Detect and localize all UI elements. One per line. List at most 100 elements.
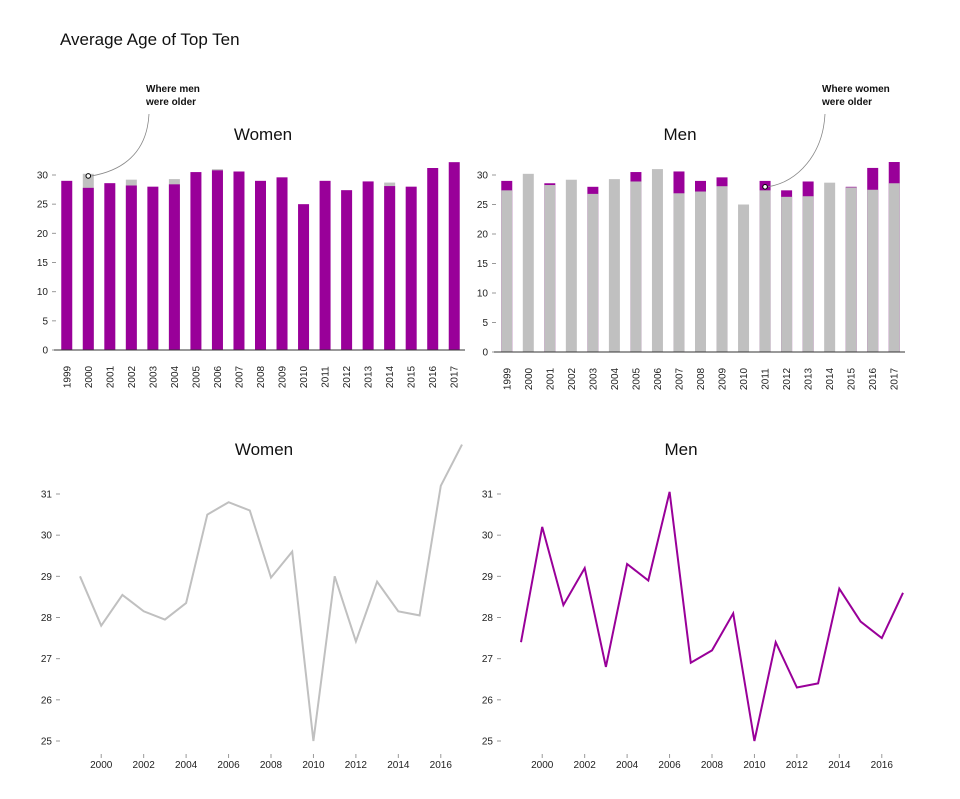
men-bar-xtick-label: 2012	[782, 367, 793, 390]
women-bar-xtick-label: 2016	[428, 365, 439, 388]
men-line-ytick-label: 28	[482, 613, 494, 624]
men-bar-ytick-label: 0	[482, 348, 488, 359]
women-bar-women	[255, 180, 266, 350]
women-line-ytick-label: 26	[41, 695, 53, 706]
men-line-xtick-label: 2014	[828, 760, 851, 771]
women-bar-title: Women	[234, 125, 292, 144]
men-bar-xtick-label: 2015	[847, 367, 858, 390]
women-line-ytick-label: 30	[41, 531, 53, 542]
men-annotation-line1: Where women	[822, 84, 890, 95]
women-bar-ytick-label: 10	[37, 287, 49, 298]
women-bar-xtick-label: 2017	[450, 365, 461, 388]
women-bar-women	[384, 186, 396, 350]
men-bar-xtick-label: 2014	[825, 367, 836, 390]
women-line-ytick-label: 31	[41, 490, 53, 501]
men-annotation-line2: were older	[821, 97, 872, 108]
women-bar-xtick-label: 1999	[62, 365, 73, 388]
women-bar-ytick-label: 15	[37, 258, 49, 269]
women-line-xtick-label: 2012	[345, 760, 368, 771]
men-bar-men	[673, 193, 685, 352]
men-bar-xtick-label: 2001	[545, 367, 556, 390]
women-bar-ytick-label: 25	[37, 200, 49, 211]
women-annotation-line2: were older	[145, 97, 196, 108]
women-line-series	[79, 444, 463, 742]
men-line-ytick-label: 26	[482, 695, 494, 706]
women-line-ytick-label: 29	[41, 572, 53, 583]
men-bar-xtick-label: 2005	[631, 367, 642, 390]
women-bar-xtick-label: 2006	[213, 365, 224, 388]
women-bar-women	[362, 181, 374, 350]
men-line-xtick-label: 2000	[531, 760, 554, 771]
women-bar-women	[341, 190, 353, 350]
women-line-xtick-label: 2006	[217, 760, 240, 771]
men-bar-men	[651, 169, 663, 352]
men-bar-men	[802, 196, 814, 352]
women-line-xtick-label: 2008	[260, 760, 283, 771]
men-bar-ytick-label: 20	[477, 230, 489, 241]
women-bar-women	[427, 168, 439, 350]
women-bar-women	[298, 204, 310, 350]
women-bar-women	[211, 170, 223, 350]
women-bar-xtick-label: 2002	[127, 365, 138, 388]
women-bar-ytick-label: 30	[37, 171, 49, 182]
women-bar-xtick-label: 2015	[407, 365, 418, 388]
women-bar-women	[405, 186, 417, 350]
women-bar-xtick-label: 2004	[170, 365, 181, 388]
men-bar-men	[587, 193, 599, 352]
women-bar-xtick-label: 2007	[234, 365, 245, 388]
men-bar-xtick-label: 2011	[761, 368, 772, 390]
page-title: Average Age of Top Ten	[60, 30, 240, 49]
women-bar-xtick-label: 2011	[321, 366, 332, 388]
men-line-title: Men	[664, 440, 697, 459]
women-line-ytick-label: 25	[41, 737, 53, 748]
women-line-xtick-label: 2002	[133, 760, 156, 771]
women-bar-women	[125, 185, 137, 350]
men-line-ytick-label: 27	[482, 654, 494, 665]
men-bar-xtick-label: 2009	[718, 367, 729, 390]
women-bar-ytick-label: 0	[42, 346, 48, 357]
men-line-xtick-label: 2012	[786, 760, 809, 771]
men-bar-xtick-label: 2017	[890, 367, 901, 390]
men-line-xtick-label: 2010	[743, 760, 766, 771]
men-line-ytick-label: 31	[482, 490, 494, 501]
men-bar-men	[565, 179, 577, 352]
women-bar-xtick-label: 2009	[278, 365, 289, 388]
men-line-xtick-label: 2006	[658, 760, 681, 771]
men-bar-men	[759, 190, 771, 352]
women-bar-xtick-label: 2000	[84, 365, 95, 388]
women-bar-women	[82, 187, 94, 350]
women-bar-women	[276, 177, 288, 350]
women-bar-women	[147, 186, 159, 350]
women-bar-xtick-label: 2005	[191, 365, 202, 388]
men-bar-ytick-label: 5	[482, 318, 488, 329]
men-bar-xtick-label: 1999	[502, 367, 513, 390]
men-bar-men	[522, 173, 534, 352]
men-line-xtick-label: 2004	[616, 760, 639, 771]
men-bar-men	[608, 179, 620, 352]
women-bar-women	[190, 172, 202, 350]
men-bar-xtick-label: 2000	[524, 367, 535, 390]
women-line-ytick-label: 27	[41, 654, 53, 665]
men-bar-ytick-label: 15	[477, 259, 489, 270]
women-bar-xtick-label: 2012	[342, 365, 353, 388]
men-bar-ytick-label: 25	[477, 200, 489, 211]
men-bar-xtick-label: 2003	[588, 367, 599, 390]
women-bar-xtick-label: 2013	[364, 365, 375, 388]
men-line-xtick-label: 2008	[701, 760, 724, 771]
women-bar-women	[61, 180, 73, 350]
women-bar-women	[168, 184, 180, 350]
men-bar-men	[630, 181, 642, 352]
men-bar-men	[544, 185, 556, 352]
women-line-title: Women	[235, 440, 293, 459]
women-annotation-line1: Where men	[146, 84, 200, 95]
men-bar-xtick-label: 2002	[567, 367, 578, 390]
men-bar-men	[845, 187, 857, 352]
men-bar-men	[867, 189, 879, 352]
women-bar-xtick-label: 2014	[385, 365, 396, 388]
men-annotation-dot	[762, 184, 768, 190]
women-bar-xtick-label: 2008	[256, 365, 267, 388]
men-line-series	[520, 491, 904, 742]
women-line-xtick-label: 2004	[175, 760, 198, 771]
men-line-ytick-label: 29	[482, 572, 494, 583]
